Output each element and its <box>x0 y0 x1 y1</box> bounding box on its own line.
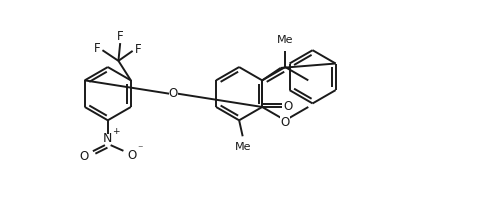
Text: O: O <box>79 150 89 163</box>
Text: Me: Me <box>277 35 294 45</box>
Text: N: N <box>103 132 113 145</box>
Text: Me: Me <box>235 142 251 152</box>
Text: O: O <box>281 116 290 129</box>
Text: O: O <box>169 87 178 100</box>
Text: +: + <box>112 127 120 136</box>
Text: O: O <box>127 149 136 162</box>
Text: F: F <box>117 30 124 43</box>
Text: O: O <box>284 101 293 113</box>
Text: ⁻: ⁻ <box>137 144 142 154</box>
Text: F: F <box>94 42 101 55</box>
Text: F: F <box>134 43 141 56</box>
